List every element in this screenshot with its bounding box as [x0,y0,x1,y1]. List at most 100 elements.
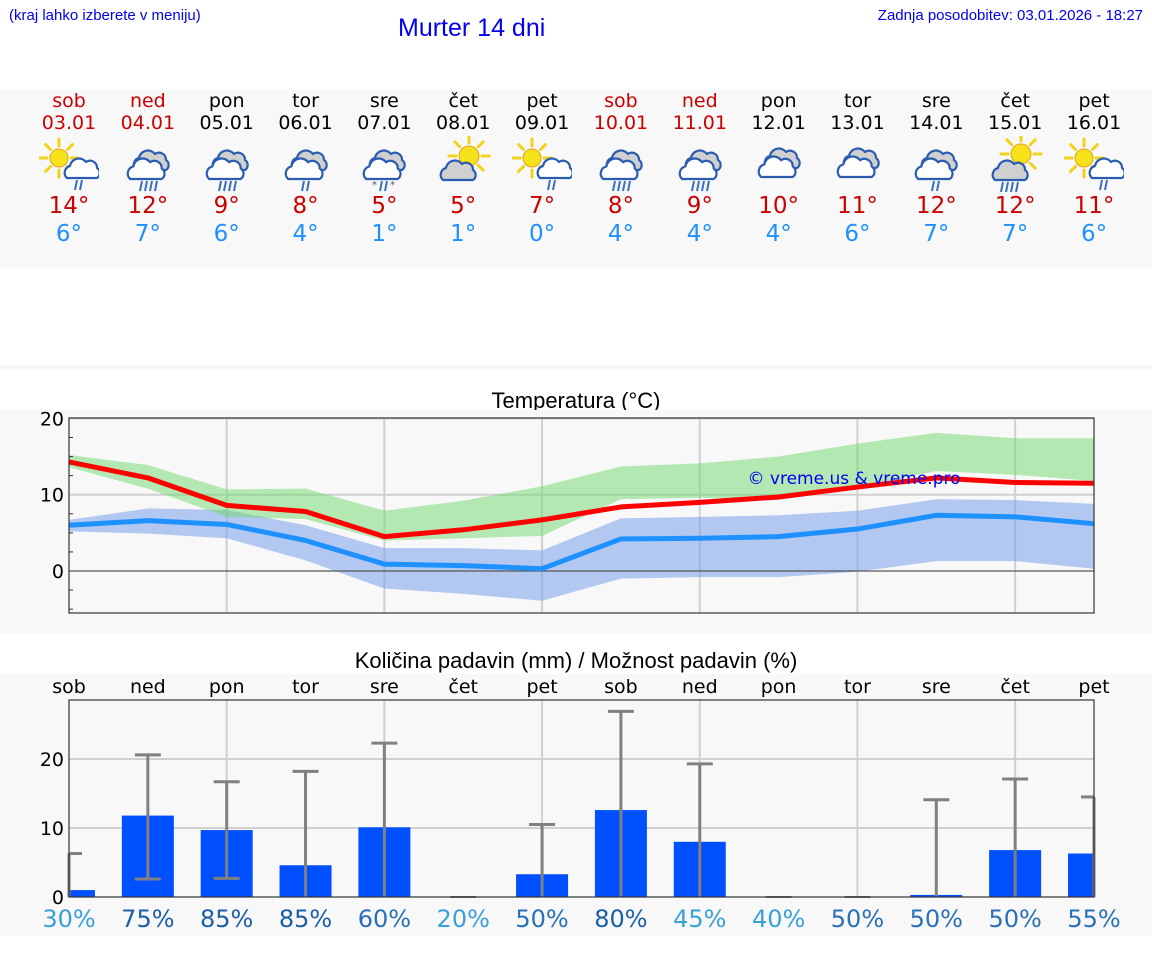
separator [0,365,1152,370]
precip-probability: 50% [988,905,1041,933]
day-name: ned [681,90,718,112]
temp-min: 7° [923,221,950,247]
precip-bar [1068,853,1094,897]
precip-chart-panel: 0 10 20 sob ned pon tor sre čet pet sob ned pon tor sr… [0,674,1152,936]
day-name: čet [448,90,479,112]
last-update: Zadnja posodobitev: 03.01.2026 - 18:27 [877,7,1143,24]
day-date: 06.01 [278,112,333,134]
day-forecast: ned 04.01 12° 7° [109,90,187,248]
day-forecast: sre 14.01 12° 7° [897,90,975,248]
temp-min: 4° [607,221,634,247]
watermark: © vreme.us & vreme.pro [747,469,960,489]
temp-max: 12° [994,193,1036,219]
sun-cloud-icon [424,136,502,192]
temp-min: 6° [1080,221,1108,247]
day-name: pon [208,90,245,112]
day-forecast: tor 06.01 8° 4° [267,90,345,248]
temp-min: 4° [292,221,319,247]
precip-day-label: pet [1078,676,1109,698]
day-name: pet [526,90,558,112]
precip-day-label: sre [370,676,399,698]
temp-min: 7° [134,221,161,247]
temp-max: 12° [915,193,957,219]
precip-day-label: sob [52,676,86,698]
temp-max: 9° [686,193,713,219]
cloudy-light-rain-icon [267,136,345,192]
day-name: sob [52,90,86,112]
temp-max: 9° [213,193,240,219]
day-name: tor [844,90,871,112]
day-date: 03.01 [41,112,97,134]
day-forecast: tor 13.01 11° 6° [819,90,897,248]
day-name: sre [921,90,951,112]
location-menu-hint[interactable]: (kraj lahko izberete v meniju) [9,7,201,24]
day-date: 04.01 [120,112,176,134]
temp-min: 4° [765,221,792,247]
precip-probability: 75% [121,905,174,933]
precip-probability: 50% [910,905,963,933]
day-date: 07.01 [357,112,412,134]
partly-sunny-light-rain-icon [30,136,108,192]
precip-probability: 85% [200,905,253,933]
precip-chart: 0 10 20 sob ned pon tor sre čet pet sob ned pon tor sr… [40,676,1121,933]
precip-probability: 55% [1067,905,1120,933]
temp-max: 11° [837,193,878,219]
day-name: ned [129,90,166,112]
cloudy-icon [740,136,818,192]
precip-chart-title: Količina padavin (mm) / Možnost padavin … [354,648,798,673]
day-forecast: sre 07.01 * * 5° 1° [345,90,423,248]
precip-bar [69,890,95,897]
svg-text:20: 20 [40,749,64,771]
temp-max: 12° [127,193,169,219]
temp-min: 1° [371,221,398,247]
day-forecast: sob 10.01 8° 4° [582,90,660,248]
precip-day-label: pon [761,676,797,698]
cloudy-rain-icon [661,136,739,192]
temp-min: 1° [450,221,477,247]
precip-probability: 85% [279,905,332,933]
day-name: pon [760,90,797,112]
cloudy-rain-icon [109,136,187,192]
day-forecast: pon 05.01 9° 6° [188,90,266,248]
precip-day-label: sre [922,676,951,698]
svg-text:10: 10 [40,818,64,840]
temp-min: 0° [529,221,556,247]
day-date: 11.01 [672,112,727,134]
precip-day-label: ned [682,676,718,698]
precip-probability: 50% [831,905,884,933]
svg-text:0: 0 [52,887,64,909]
precip-probability: 50% [515,905,568,933]
day-name: čet [1000,90,1030,112]
day-forecast: čet 08.01 5° 1° [424,90,502,248]
day-date: 09.01 [514,112,570,134]
precip-probability: 30% [42,905,95,933]
day-name: sre [369,90,399,112]
svg-text:*: * [390,180,395,191]
cloudy-sleet-icon: * * [345,136,423,192]
temp-max: 14° [48,193,90,219]
temp-max: 5° [450,193,477,219]
day-forecast: pet 16.01 11° 6° [1055,90,1133,248]
page-title: Murter 14 dni [398,14,546,42]
temperature-chart-title: Temperatura (°C) [491,388,661,413]
precip-probability: 45% [673,905,726,933]
temp-max: 5° [371,193,398,219]
temp-min: 6° [213,221,240,247]
cloudy-light-rain-icon [897,136,975,192]
day-name: pet [1078,90,1110,112]
day-forecast: pon 12.01 10° 4° [740,90,818,248]
cloudy-icon [819,136,897,192]
day-date: 08.01 [436,112,491,134]
day-forecast: sob 03.01 14° 6° [30,90,108,248]
precip-day-label: čet [448,676,478,698]
temp-max: 10° [758,193,800,219]
day-name: sob [604,90,638,112]
precip-day-label: tor [292,676,319,698]
temp-max: 8° [292,193,319,219]
day-forecast: pet 09.01 7° 0° [503,90,581,248]
precip-probability: 80% [594,905,647,933]
temp-max: 7° [529,193,556,219]
day-forecast: čet 15.01 12° 7° [976,90,1054,248]
precip-day-label: ned [130,676,166,698]
svg-text:20: 20 [40,410,64,430]
